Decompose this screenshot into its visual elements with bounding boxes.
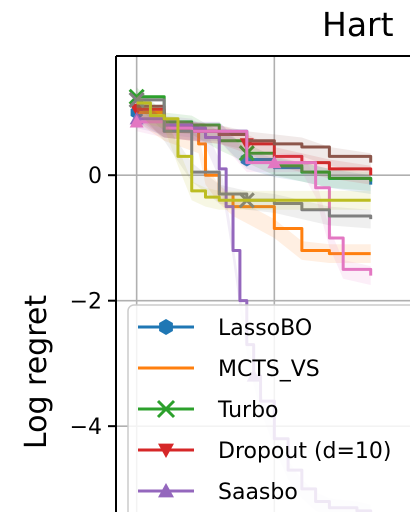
triangle-up-marker [267, 155, 282, 169]
legend-label: Saasbo [218, 480, 298, 505]
legend-label: LassoBO [218, 316, 312, 341]
legend-item-lassobo: LassoBO [138, 316, 312, 341]
legend-item-saasbo: Saasbo [138, 480, 298, 505]
confidence-band [136, 96, 371, 173]
confidence-band [136, 87, 371, 191]
series-line [136, 120, 373, 276]
y-axis-label: Log regret [19, 295, 54, 449]
triangle-up-marker [158, 483, 174, 498]
confidence-band [136, 103, 371, 264]
legend-box [127, 304, 410, 512]
legend-item-mcts-vs: MCTS_VS [138, 357, 320, 382]
legend-item-turbo: Turbo [138, 398, 279, 423]
series-ce377c2 [129, 112, 373, 285]
triangle-down-marker [158, 443, 174, 458]
x-marker [156, 399, 176, 419]
x-marker [128, 91, 145, 108]
series-line [136, 101, 371, 202]
y-tick-label: −4 [70, 415, 102, 440]
legend-label: Dropout (d=10) [218, 439, 392, 464]
series-cbcbd22 [136, 93, 371, 210]
triangle-up-marker [129, 114, 144, 128]
legend-label: MCTS_VS [218, 357, 320, 382]
x-marker [128, 88, 145, 105]
chart-title: Hart [322, 5, 394, 44]
confidence-band [136, 112, 371, 285]
y-tick-label: −2 [70, 290, 102, 315]
y-tick-label: 0 [88, 164, 102, 189]
confidence-band [136, 93, 371, 210]
legend-label: Turbo [217, 398, 279, 423]
axes: 0 −2 −4 [70, 55, 410, 512]
legend-item-dropout-d-10: Dropout (d=10) [138, 439, 392, 464]
legend: LassoBO MCTS_VS Turbo Dropout (d=10) Saasbo [127, 304, 410, 512]
hexagon-marker [159, 319, 173, 335]
